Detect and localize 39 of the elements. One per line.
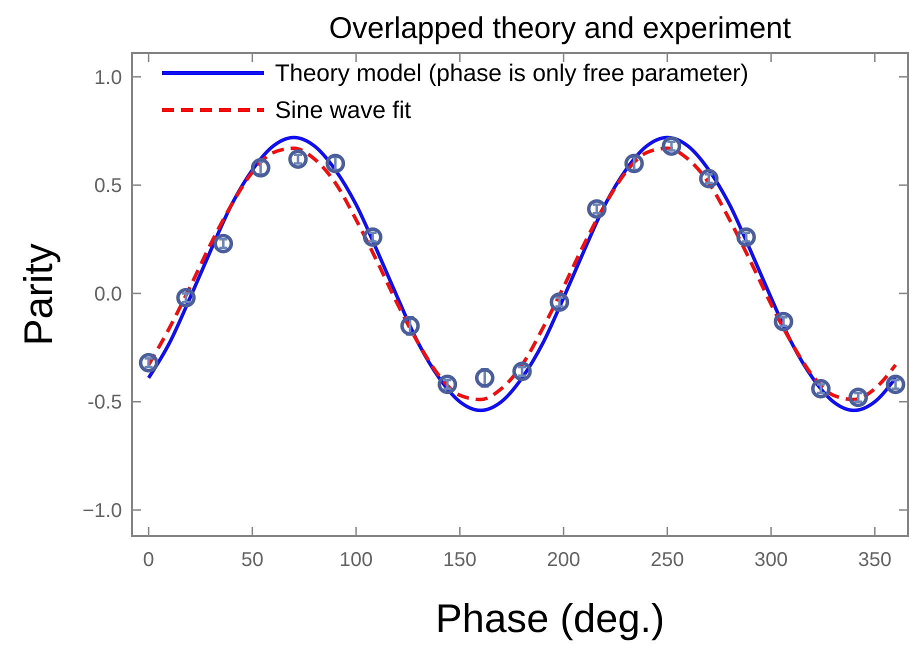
point xyxy=(400,316,420,336)
point xyxy=(550,292,570,312)
point xyxy=(811,378,831,398)
x-tick-label: 150 xyxy=(443,549,477,571)
point xyxy=(587,199,607,219)
point xyxy=(474,368,494,388)
point xyxy=(288,149,308,169)
legend-label: Theory model (phase is only free parameter) xyxy=(275,60,749,87)
legend-label: Sine wave fit xyxy=(275,97,412,124)
point xyxy=(214,234,234,254)
y-tick-label: 0.0 xyxy=(94,283,122,306)
y-tick-label: −1.0 xyxy=(82,500,122,522)
x-axis-title: Phase (deg.) xyxy=(435,597,665,641)
point xyxy=(848,388,868,408)
x-tick-label: 0 xyxy=(143,549,154,571)
point xyxy=(362,227,382,247)
x-tick-label: 200 xyxy=(546,549,580,571)
point xyxy=(438,374,458,394)
x-tick-label: 300 xyxy=(754,549,788,571)
point xyxy=(138,352,158,372)
point xyxy=(326,154,346,174)
point xyxy=(250,158,270,178)
point xyxy=(176,288,196,308)
point xyxy=(699,168,719,188)
x-tick-label: 350 xyxy=(858,549,892,571)
y-tick-label: 1.0 xyxy=(94,66,122,89)
point xyxy=(736,227,756,247)
y-tick-label: 0.5 xyxy=(94,175,122,198)
x-tick-label: 50 xyxy=(241,549,264,571)
x-tick-label: 100 xyxy=(339,549,373,571)
point xyxy=(624,154,644,174)
x-tick-label: 250 xyxy=(650,549,684,571)
y-tick-label: -0.5 xyxy=(88,392,122,414)
point xyxy=(886,374,906,394)
chart-title: Overlapped theory and experiment xyxy=(329,12,792,45)
point xyxy=(774,312,794,332)
point xyxy=(662,136,682,156)
y-axis-title: Parity xyxy=(17,243,61,346)
point xyxy=(512,362,532,382)
